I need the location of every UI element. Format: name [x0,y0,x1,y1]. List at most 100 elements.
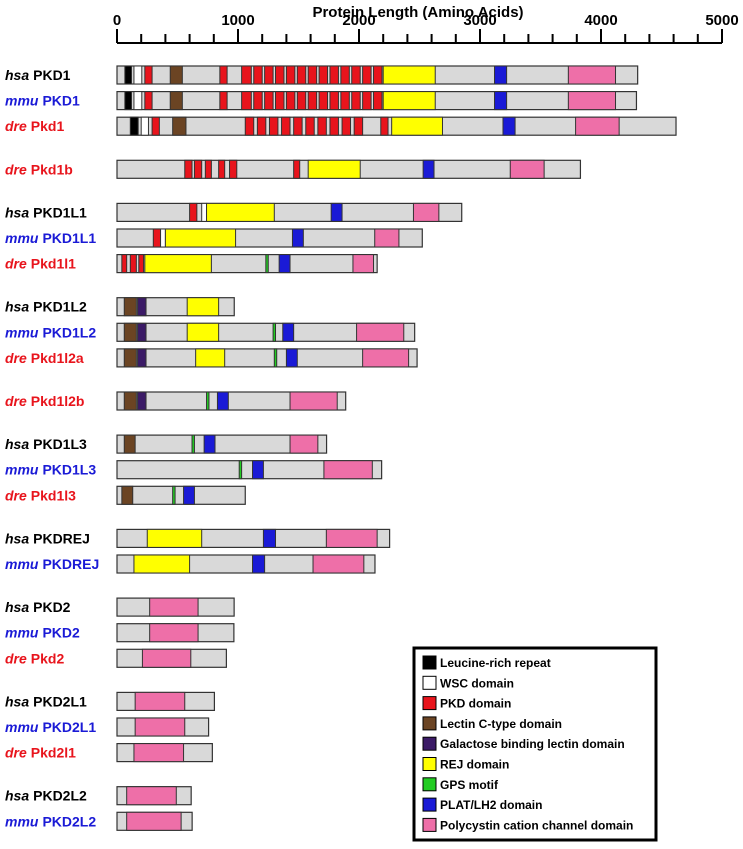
pkd-domain [340,65,350,85]
pkd-domain [296,65,307,85]
pcc-domain [412,202,440,222]
protein-label: dre Pkd2 [5,650,64,666]
protein-label: mmu PKD1L3 [5,462,96,478]
tick-label: 0 [113,12,121,29]
pkd-domain [253,65,263,85]
protein-row: mmu PKDREJ [5,554,376,574]
pkd-domain [380,116,389,136]
species-label: dre [5,487,27,503]
plat-domain [203,434,216,454]
plat-domain [252,554,266,574]
protein-name: Pkd2l1 [31,745,76,761]
protein-name: PKD2 [33,599,71,615]
protein-row: dre Pkd2l1 [5,742,213,763]
pkd-domain [275,65,285,85]
legend-label: Galactose binding lectin domain [440,737,625,751]
pkd-domain [219,65,228,85]
protein-name: PKD2 [42,625,80,641]
protein-label: mmu PKD1L2 [5,324,96,340]
lrr-domain [124,65,133,85]
gps-domain [272,322,277,342]
plat-domain [183,485,195,505]
pkd-domain [138,254,145,274]
plat-domain [262,528,277,548]
gps-domain [273,348,278,368]
pkd-domain [268,116,279,136]
pkd-domain [329,65,339,85]
rej-domain [391,116,443,136]
gal-domain [137,297,147,317]
pkd-domain [189,202,198,222]
protein-row: mmu PKD1L1 [5,228,423,248]
pkd-domain [362,91,372,111]
rej-domain [133,554,191,574]
gps-domain [191,434,195,454]
pkd-domain [329,91,339,111]
protein-name: PKD1L3 [33,436,87,452]
legend-label: Polycystin cation channel domain [440,818,633,832]
species-label: hsa [5,436,29,452]
legend-label: REJ domain [440,758,509,772]
pkd-domain [241,65,252,85]
pkd-domain [317,116,327,136]
pcc-domain [325,528,378,548]
legend: Leucine-rich repeat WSC domain PKD domain L… [412,646,658,842]
plat-domain [252,460,264,480]
legend-label: Lectin C-type domain [440,717,562,731]
pkd-domain [318,65,329,85]
protein-row: dre Pkd1l2a [5,348,418,368]
lec-domain [169,91,183,111]
pkd-domain [152,228,162,248]
pcc-domain [141,648,192,668]
pcc-domain [126,786,177,806]
pkd-domain [264,91,274,111]
protein-name: PKDREJ [42,556,99,572]
species-label: hsa [5,599,29,615]
protein-row: mmu PKD2L1 [5,717,210,737]
species-label: hsa [5,788,29,804]
species-label: mmu [5,625,39,641]
rej-domain [206,202,275,222]
rej-domain [186,322,220,342]
protein-label: hsa PKD1L3 [5,436,87,452]
species-label: hsa [5,204,29,220]
rej-domain [186,297,220,317]
protein-label: mmu PKDREJ [5,556,99,572]
pkd-domain [275,91,285,111]
pkd-domain [307,91,318,111]
protein-name: PKD1 [33,67,71,83]
legend-label: PLAT/LH2 domain [440,798,542,812]
length-axis: Protein Length (Amino Acids) 0 1000 2000 30… [113,4,739,44]
species-label: dre [5,350,27,366]
plat-domain [282,322,295,342]
species-label: hsa [5,693,29,709]
wsc-domain [201,202,208,222]
gal-domain [137,322,147,342]
protein-label: hsa PKD2 [5,599,71,615]
plat-domain [291,228,304,248]
species-label: mmu [5,324,39,340]
pkd-domain [244,116,255,136]
protein-backbone [116,348,418,368]
protein-name: PKD2L1 [33,693,87,709]
legend-swatch [422,675,437,690]
gps-domain [206,391,210,411]
plat-domain [216,391,229,411]
lec-domain [123,322,137,342]
protein-row: hsa PKD1 [5,65,639,85]
wsc-domain [140,116,149,136]
protein-backbone [116,391,347,411]
pkd-domain [318,91,329,111]
species-label: hsa [5,530,29,546]
species-label: mmu [5,93,39,109]
pcc-domain [575,116,620,136]
pkd-domain [281,116,291,136]
pcc-domain [134,691,186,711]
pkd-domain [219,91,228,111]
tick-label: 3000 [463,12,496,29]
protein-label: dre Pkd1l2a [5,350,84,366]
protein-label: mmu PKD2L1 [5,719,96,735]
lec-domain [123,434,136,454]
legend-swatch [422,736,437,751]
